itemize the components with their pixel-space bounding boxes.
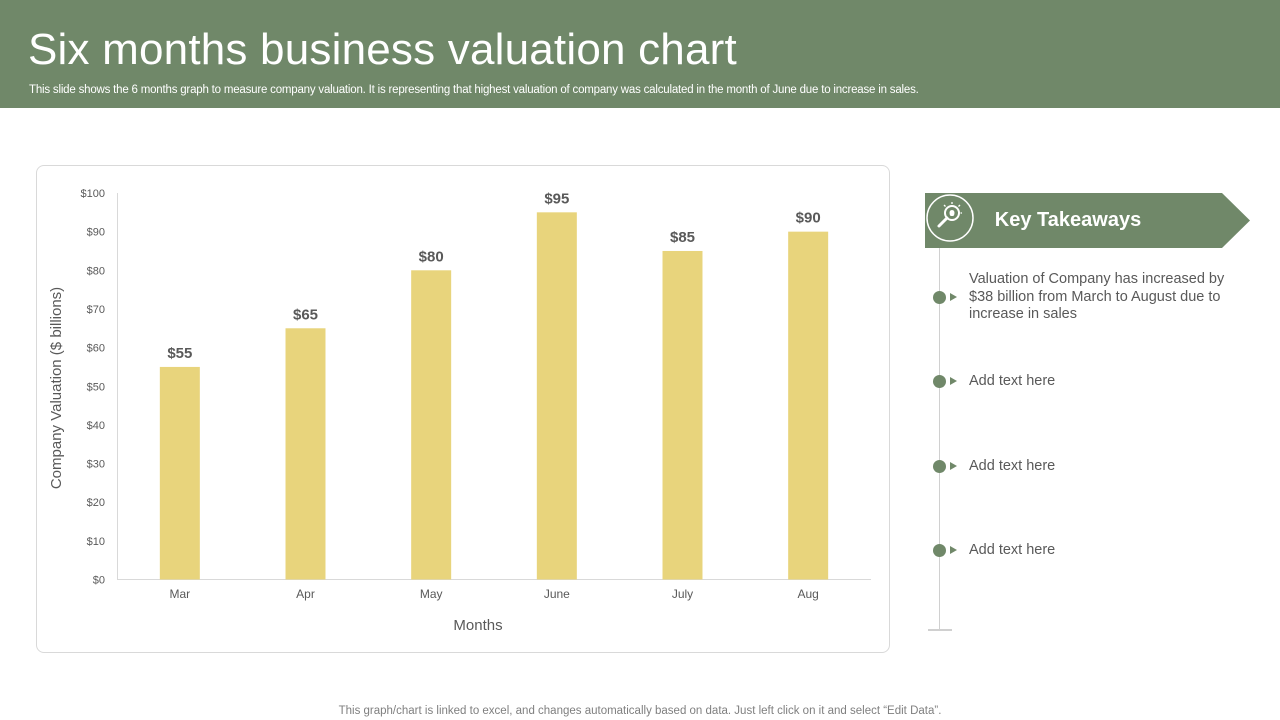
y-tick-label: $50 bbox=[87, 381, 105, 393]
bar[interactable] bbox=[536, 212, 577, 580]
bar-data-label: $90 bbox=[796, 210, 821, 227]
x-tick-label: July bbox=[672, 587, 693, 601]
takeaway-text: Add text here bbox=[969, 542, 1056, 558]
bullet-arrow-icon bbox=[950, 546, 957, 554]
bar-data-label: $85 bbox=[670, 229, 695, 246]
bullet-dot-icon bbox=[933, 291, 946, 304]
chart-panel[interactable]: $0 $10 $20 $30 $40 $50 $60 $70 $80 $90 $100 $55 $65… bbox=[36, 165, 890, 653]
y-tick-label: $100 bbox=[81, 188, 105, 200]
bar-series: $55 $65 $80 $95 $85 $90 bbox=[159, 190, 829, 580]
y-axis-title: Company Valuation ($ billions) bbox=[48, 287, 65, 489]
bullet-arrow-icon bbox=[950, 293, 957, 301]
y-tick-label: $80 bbox=[87, 265, 105, 277]
key-takeaways-banner: Key Takeaways bbox=[925, 193, 1250, 248]
bar[interactable] bbox=[662, 250, 703, 580]
banner-shape bbox=[925, 193, 1250, 248]
bar-data-label: $95 bbox=[544, 190, 569, 207]
y-tick-label: $10 bbox=[87, 536, 105, 548]
header-band: Six months business valuation chart This… bbox=[0, 0, 1280, 108]
footer-note: This graph/chart is linked to excel, and… bbox=[338, 705, 942, 717]
x-tick-label: Apr bbox=[296, 587, 315, 601]
bullet-arrow-icon bbox=[950, 462, 957, 470]
x-tick-label: Mar bbox=[169, 587, 190, 601]
y-tick-label: $90 bbox=[87, 227, 105, 239]
y-tick-label: $20 bbox=[87, 497, 105, 509]
timeline-line bbox=[939, 248, 940, 630]
takeaway-text: Add text here bbox=[969, 458, 1056, 474]
y-tick-label: $60 bbox=[87, 343, 105, 355]
timeline-base bbox=[928, 629, 952, 631]
y-axis-ticks: $0 $10 $20 $30 $40 $50 $60 $70 $80 $90 $100 bbox=[81, 188, 105, 587]
x-tick-label: Aug bbox=[797, 587, 818, 601]
bar-chart[interactable]: $0 $10 $20 $30 $40 $50 $60 $70 $80 $90 $100 $55 $65… bbox=[37, 166, 891, 654]
page-subtitle: This slide shows the 6 months graph to m… bbox=[29, 84, 919, 96]
y-tick-label: $40 bbox=[87, 420, 105, 432]
bullet-dot-icon bbox=[933, 460, 946, 473]
bullet-arrow-icon bbox=[950, 377, 957, 385]
bar[interactable] bbox=[411, 270, 452, 580]
bar-data-label: $65 bbox=[293, 306, 318, 323]
takeaway-text: Add text here bbox=[969, 373, 1056, 389]
x-tick-label: May bbox=[420, 587, 443, 601]
bullet-dot-icon bbox=[933, 375, 946, 388]
takeaway-text: Valuation of Company has increased by $3… bbox=[969, 271, 1225, 322]
y-tick-label: $70 bbox=[87, 304, 105, 316]
lightbulb-magnifier-icon bbox=[926, 194, 974, 242]
y-tick-label: $30 bbox=[87, 459, 105, 471]
bar-data-label: $80 bbox=[419, 248, 444, 265]
bullet-dot-icon bbox=[933, 544, 946, 557]
bar[interactable] bbox=[159, 366, 200, 580]
x-axis-title: Months bbox=[453, 617, 502, 634]
bar-data-label: $55 bbox=[167, 345, 192, 362]
bar[interactable] bbox=[285, 328, 326, 580]
x-axis-ticks: Mar Apr May June July Aug bbox=[169, 587, 818, 601]
y-tick-label: $0 bbox=[93, 575, 105, 587]
page-title: Six months business valuation chart bbox=[28, 25, 737, 74]
bar[interactable] bbox=[788, 231, 829, 580]
key-takeaways-title: Key Takeaways bbox=[994, 209, 1142, 231]
x-tick-label: June bbox=[544, 587, 570, 601]
